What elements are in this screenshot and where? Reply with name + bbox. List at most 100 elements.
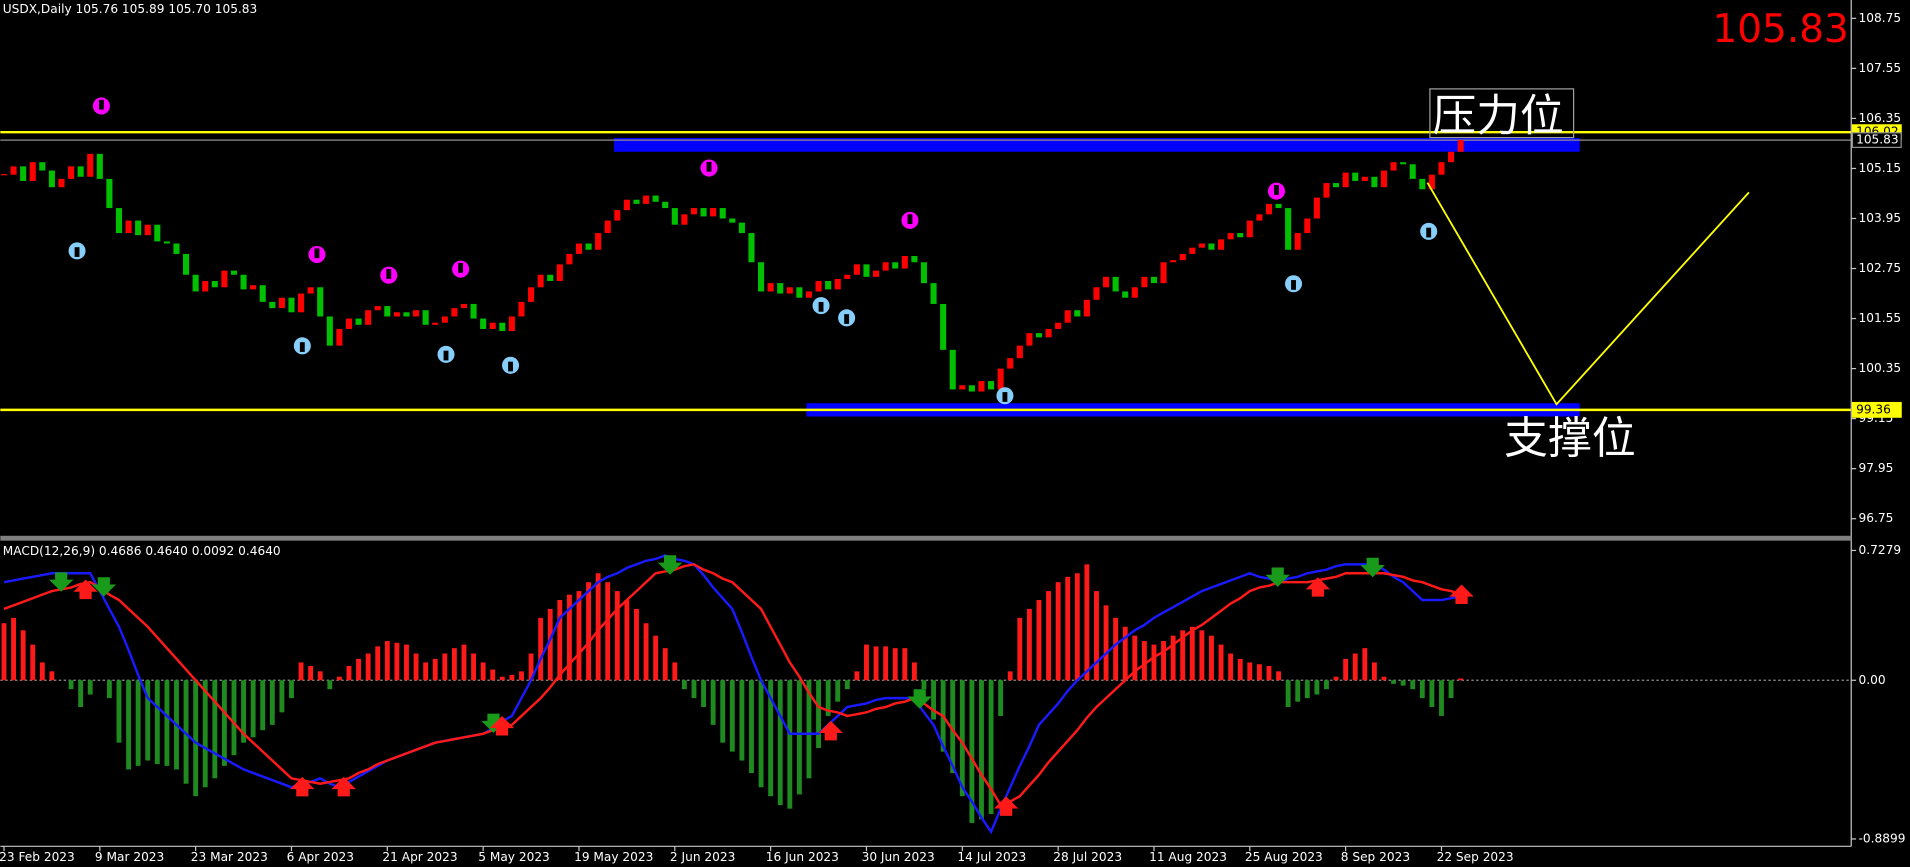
- candle: [930, 283, 937, 304]
- histogram-bar: [1036, 600, 1042, 681]
- candle: [125, 220, 132, 234]
- histogram-bar: [1, 623, 7, 681]
- histogram-bar: [480, 662, 486, 681]
- candle: [920, 262, 928, 284]
- histogram-bar: [701, 680, 706, 708]
- candle: [1170, 260, 1177, 263]
- histogram-bar: [950, 680, 956, 774]
- histogram-bar: [547, 608, 553, 681]
- candle: [863, 264, 870, 277]
- candle: [211, 281, 218, 288]
- candle: [230, 270, 238, 275]
- candle: [1007, 358, 1014, 369]
- candle: [1179, 253, 1186, 261]
- histogram-bar: [1132, 635, 1138, 681]
- candle: [508, 316, 515, 332]
- candle: [288, 297, 295, 313]
- histogram-bar: [1218, 644, 1224, 681]
- candle: [77, 166, 84, 177]
- histogram-bar: [327, 680, 333, 690]
- candle: [1246, 220, 1253, 238]
- plot-area: [0, 130, 1852, 835]
- histogram-bar: [241, 680, 246, 743]
- histogram-bar: [461, 644, 467, 681]
- y-tick-label: 0.00: [1859, 673, 1886, 687]
- histogram-bar: [1007, 671, 1013, 681]
- candle: [422, 310, 429, 325]
- histogram-bar: [308, 665, 314, 681]
- candle: [738, 222, 745, 234]
- candle: [1131, 287, 1138, 298]
- candle: [528, 287, 535, 302]
- histogram-bar: [78, 680, 84, 708]
- candle: [278, 297, 285, 309]
- histogram-bar: [729, 680, 735, 752]
- histogram-bar: [87, 680, 93, 695]
- histogram-bar: [576, 591, 582, 681]
- histogram-bar: [509, 674, 515, 681]
- candle: [748, 233, 755, 263]
- candle: [786, 287, 793, 294]
- histogram-bar: [106, 680, 112, 699]
- candle: [1323, 183, 1330, 198]
- candle: [336, 328, 343, 346]
- histogram-bar: [346, 665, 352, 681]
- fractal-glyphs: [74, 99, 1432, 402]
- candle: [48, 170, 55, 188]
- candle: [873, 270, 880, 277]
- candle: [815, 281, 822, 292]
- histogram-bar: [269, 680, 275, 725]
- candle: [1218, 239, 1225, 250]
- histogram-bar: [1228, 653, 1234, 681]
- histogram-bar: [662, 648, 668, 681]
- candle: [1055, 322, 1062, 329]
- histogram-bar: [1333, 676, 1339, 681]
- candle: [1237, 233, 1244, 238]
- candle: [1448, 151, 1455, 163]
- x-tick-label: 30 Jun 2023: [862, 850, 935, 864]
- candle: [240, 274, 247, 290]
- histogram-bar: [605, 582, 611, 681]
- histogram-bar: [1410, 680, 1416, 690]
- candle: [403, 312, 410, 317]
- histogram-bar: [1247, 662, 1253, 681]
- histogram-bar: [126, 680, 131, 770]
- histogram-bar: [1151, 644, 1157, 681]
- histogram-bar: [451, 648, 457, 681]
- macd-cross-arrows: [49, 555, 1474, 816]
- histogram-bar: [816, 680, 821, 749]
- x-tick-label: 11 Aug 2023: [1149, 850, 1227, 864]
- y-tick-label: 97.95: [1859, 461, 1894, 475]
- histogram-bar: [653, 635, 659, 681]
- histogram-bar: [844, 680, 850, 690]
- candle: [844, 274, 851, 279]
- histogram-bar: [490, 669, 496, 681]
- candle: [1428, 174, 1435, 190]
- candle: [690, 208, 698, 215]
- candle: [58, 178, 65, 188]
- candle: [1400, 162, 1407, 165]
- histogram-bar: [959, 680, 965, 797]
- y-tick-label: 107.55: [1859, 61, 1902, 75]
- candle: [317, 287, 324, 317]
- candle: [978, 381, 985, 392]
- histogram-bar: [1266, 665, 1272, 681]
- histogram-bar: [1276, 671, 1281, 681]
- candle: [1026, 333, 1033, 346]
- histogram-bar: [519, 671, 524, 681]
- candle: [777, 283, 784, 294]
- histogram-bar: [921, 680, 927, 690]
- candle: [1294, 233, 1301, 250]
- histogram-bar: [1199, 630, 1205, 681]
- candle: [259, 285, 266, 302]
- histogram-bar: [250, 680, 256, 738]
- candle: [949, 349, 956, 390]
- candle: [173, 243, 180, 254]
- y-tick-label: 101.55: [1859, 311, 1902, 325]
- candle: [882, 262, 889, 271]
- histogram-bar: [854, 671, 860, 681]
- candle: [1438, 162, 1445, 175]
- histogram-bar: [1094, 591, 1099, 681]
- candle: [767, 283, 774, 292]
- histogram-bar: [1429, 680, 1435, 708]
